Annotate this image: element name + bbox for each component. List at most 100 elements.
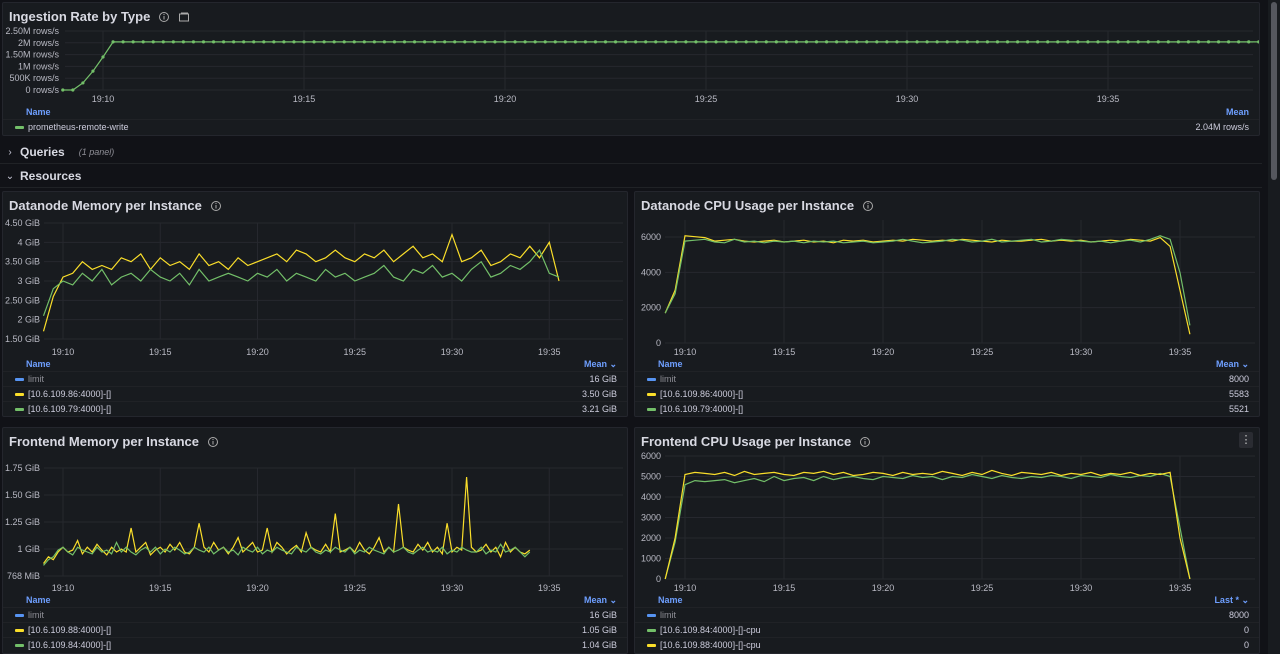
chevron-down-icon[interactable]: ⌄ [5,170,15,182]
legend-item[interactable]: prometheus-remote-write 2.04M rows/s [3,119,1259,134]
info-icon[interactable] [158,11,170,23]
legend-item[interactable]: [10.6.109.88:4000]-[] 1.05 GiB [3,622,627,637]
info-icon[interactable] [207,436,219,448]
legend-item[interactable]: [10.6.109.88:4000]-[]-cpu 0 [635,637,1259,652]
y-tick-label: 4.50 GiB [5,218,40,228]
x-tick-label: 19:25 [343,347,366,357]
x-tick-label: 19:15 [773,583,796,593]
legend-name-header[interactable]: Name [26,359,51,369]
panel-header: Frontend Memory per Instance [9,434,219,449]
legend: limit 8000 [10.6.109.84:4000]-[]-cpu 0 [10.6… [635,607,1259,652]
legend-value: 0 [1243,625,1249,635]
x-tick-label: 19:25 [343,583,366,593]
series-point [433,40,437,44]
legend-mean-header[interactable]: Mean ⌄ [1215,359,1249,369]
legend-item[interactable]: [10.6.109.86:4000]-[] 5583 [635,386,1259,401]
legend-mean-header[interactable]: Mean ⌄ [583,595,617,605]
legend-mean-header[interactable]: Mean [1225,107,1249,117]
y-tick-label: 4000 [641,267,661,277]
series-point [1136,40,1140,44]
legend-item[interactable]: limit 8000 [635,607,1259,622]
series-point [915,40,919,44]
legend-name: [10.6.109.84:4000]-[]-cpu [660,625,761,635]
panel-title: Frontend Memory per Instance [9,434,199,449]
scrollbar-thumb[interactable] [1271,2,1277,180]
legend-name: [10.6.109.88:4000]-[] [28,625,112,635]
y-tick-label: 768 MiB [7,571,40,581]
legend-item[interactable]: [10.6.109.84:4000]-[]-cpu 0 [635,622,1259,637]
series-point [1116,40,1120,44]
panel-menu-button[interactable]: ⋮ [1239,432,1253,448]
legend-name-header[interactable]: Name [26,107,51,117]
legend-item[interactable]: [10.6.109.84:4000]-[] 1.04 GiB [3,637,627,652]
series-point [453,40,457,44]
y-tick-label: 2000 [641,533,661,543]
library-panel-icon[interactable] [178,11,190,23]
legend: limit 8000 [10.6.109.86:4000]-[] 5583 [10.6.… [635,371,1259,416]
legend-item[interactable]: limit 16 GiB [3,371,627,386]
legend-item[interactable]: [10.6.109.86:4000]-[] 3.50 GiB [3,386,627,401]
row-resources[interactable]: ⌄ Resources [0,165,1262,188]
frontend-memory-chart[interactable]: 1.75 GiB 1.50 GiB 1.25 GiB 1 GiB 768 MiB 19:1… [3,428,628,598]
datanode-memory-chart[interactable]: 4.50 GiB 4 GiB 3.50 GiB 3 GiB 2.50 GiB 2 GiB 1… [3,192,628,362]
page-scrollbar[interactable] [1268,0,1280,654]
series-point [262,40,266,44]
y-tick-label: 4000 [641,492,661,502]
series-point [533,40,537,44]
series-point [1046,40,1050,44]
legend-swatch [647,629,656,632]
series-point [955,40,959,44]
series-point [1086,40,1090,44]
x-tick-label: 19:20 [494,94,517,103]
series-point [1227,40,1231,44]
series-point [875,40,879,44]
series-point [332,40,336,44]
series-point [965,40,969,44]
y-tick-label: 6000 [641,232,661,242]
x-tick-label: 19:35 [538,347,561,357]
legend-name-header[interactable]: Name [658,595,683,605]
ingestion-chart[interactable]: 2.50M rows/s 2M rows/s 1.50M rows/s1M rows… [3,3,1260,103]
series-point [252,40,256,44]
series-point [402,40,407,44]
info-icon[interactable] [210,200,222,212]
series-point [61,88,65,92]
x-tick-label: 19:10 [52,583,75,593]
series-point [342,40,346,44]
x-tick-label: 19:10 [674,347,697,357]
legend-name-header[interactable]: Name [26,595,51,605]
legend-name-header[interactable]: Name [658,359,683,369]
legend-header: Name Mean ⌄ [635,359,1259,373]
y-tick-label: 0 [656,574,661,584]
series-line [62,41,1259,91]
legend-item[interactable]: limit 8000 [635,371,1259,386]
series-point [694,40,698,44]
series-point [463,40,467,44]
info-icon[interactable] [859,436,871,448]
series-point [835,40,839,44]
series-point [684,40,688,44]
legend-item[interactable]: [10.6.109.79:4000]-[] 5521 [635,401,1259,416]
series-point [242,40,246,44]
legend-name: prometheus-remote-write [28,122,129,132]
row-queries[interactable]: › Queries (1 panel) [0,141,1262,164]
series-point [764,40,768,44]
series-point [845,40,849,44]
datanode-cpu-chart[interactable]: 6000 4000 2000 0 19:10 19:15 19:20 19:25 19:30 19… [635,192,1260,362]
x-tick-label: 19:35 [1097,94,1120,103]
legend-last-header[interactable]: Last * ⌄ [1214,595,1249,605]
legend: limit 16 GiB [10.6.109.88:4000]-[] 1.05 GiB… [3,607,627,652]
series-point [362,40,366,44]
series-point [905,40,909,44]
frontend-cpu-chart[interactable]: 6000 5000 4000 3000 2000 1000 0 19:10 19:15 19:20… [635,428,1260,598]
row-title: Resources [20,169,82,183]
series-point [774,40,778,44]
chevron-right-icon[interactable]: › [8,146,12,158]
legend-item[interactable]: limit 16 GiB [3,607,627,622]
legend-mean-header[interactable]: Mean ⌄ [583,359,617,369]
y-tick-label: 3000 [641,513,661,523]
series-point [573,40,577,44]
info-icon[interactable] [862,200,874,212]
legend-item[interactable]: [10.6.109.79:4000]-[] 3.21 GiB [3,401,627,416]
series-point [1176,40,1180,44]
